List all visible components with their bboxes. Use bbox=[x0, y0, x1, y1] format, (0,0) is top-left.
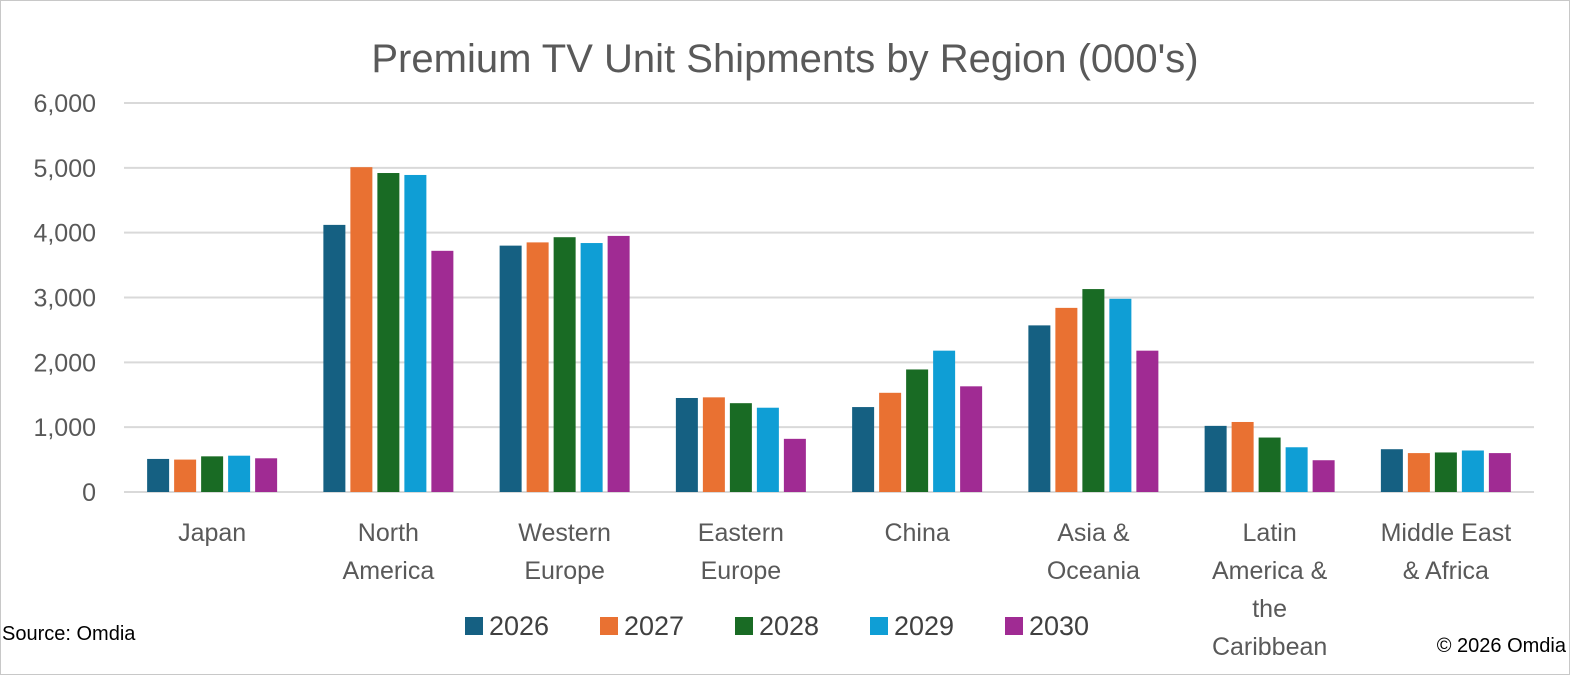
bar-2028-0 bbox=[201, 456, 224, 492]
bar-2030-0 bbox=[255, 458, 278, 492]
y-tick-label: 5,000 bbox=[33, 155, 96, 183]
bar-2029-6 bbox=[1285, 447, 1308, 492]
bar-2030-2 bbox=[607, 235, 630, 493]
y-tick-label: 0 bbox=[82, 479, 96, 507]
bar-2029-1 bbox=[404, 174, 427, 492]
bar-2030-7 bbox=[1488, 453, 1511, 492]
bars bbox=[147, 167, 1511, 493]
bar-2027-2 bbox=[526, 242, 549, 492]
category-label: Eastern Europe bbox=[698, 519, 784, 585]
category-label: Asia & Oceania bbox=[1047, 519, 1140, 585]
category-labels: Japan North America Western Europe Eastern Eur… bbox=[178, 519, 1511, 661]
bar-2028-5 bbox=[1082, 289, 1105, 492]
legend-label: 2027 bbox=[624, 611, 684, 641]
bar-2026-7 bbox=[1380, 449, 1403, 492]
bar-2026-0 bbox=[147, 458, 170, 492]
bar-2029-5 bbox=[1109, 298, 1132, 492]
y-tick-label: 6,000 bbox=[33, 90, 96, 118]
bar-2026-4 bbox=[852, 407, 875, 492]
bar-2029-3 bbox=[756, 407, 779, 492]
y-axis-ticks: 0 1,000 2,000 3,000 4,000 5,000 6,000 bbox=[33, 90, 96, 507]
bar-2027-0 bbox=[174, 459, 197, 492]
bar-2027-7 bbox=[1407, 453, 1430, 492]
y-tick-label: 4,000 bbox=[33, 220, 96, 248]
copyright-note: © 2026 Omdia bbox=[1437, 635, 1567, 657]
y-tick-label: 3,000 bbox=[33, 285, 96, 313]
bar-2027-3 bbox=[702, 397, 725, 492]
legend: 2026 2027 2028 2029 2030 bbox=[465, 611, 1089, 641]
legend-swatch-2027 bbox=[600, 617, 618, 635]
y-tick-label: 1,000 bbox=[33, 414, 96, 442]
bar-2029-7 bbox=[1461, 450, 1484, 492]
bar-2030-4 bbox=[960, 386, 983, 492]
category-label: Middle East & Africa bbox=[1381, 519, 1512, 585]
legend-swatch-2026 bbox=[465, 617, 483, 635]
bar-2029-0 bbox=[228, 455, 251, 492]
chart-title: Premium TV Unit Shipments by Region (000… bbox=[371, 37, 1198, 81]
legend-label: 2030 bbox=[1029, 611, 1089, 641]
bar-2028-6 bbox=[1258, 437, 1281, 492]
bar-2028-3 bbox=[729, 403, 752, 492]
bar-2026-5 bbox=[1028, 325, 1051, 492]
legend-label: 2026 bbox=[489, 611, 549, 641]
category-label: Japan bbox=[178, 519, 246, 547]
bar-2028-7 bbox=[1434, 452, 1457, 492]
category-label: Western Europe bbox=[518, 519, 611, 585]
bar-2026-3 bbox=[675, 397, 698, 492]
bar-2027-4 bbox=[879, 392, 902, 492]
legend-swatch-2028 bbox=[735, 617, 753, 635]
bar-2028-4 bbox=[906, 369, 929, 492]
legend-label: 2029 bbox=[894, 611, 954, 641]
category-label: Latin America & the Caribbean bbox=[1212, 519, 1328, 661]
bar-2026-2 bbox=[499, 245, 522, 492]
bar-2029-4 bbox=[933, 350, 956, 492]
bar-2028-1 bbox=[377, 173, 400, 492]
bar-2030-5 bbox=[1136, 350, 1159, 492]
legend-swatch-2029 bbox=[870, 617, 888, 635]
bar-2027-6 bbox=[1231, 421, 1254, 492]
bar-2030-3 bbox=[783, 438, 806, 492]
category-label: China bbox=[884, 519, 949, 547]
bar-2027-1 bbox=[350, 167, 373, 492]
bar-2030-6 bbox=[1312, 460, 1335, 492]
bar-2027-5 bbox=[1055, 307, 1078, 492]
bar-2030-1 bbox=[431, 250, 454, 492]
bar-2028-2 bbox=[553, 237, 576, 492]
bar-2026-6 bbox=[1204, 425, 1227, 492]
legend-label: 2028 bbox=[759, 611, 819, 641]
legend-swatch-2030 bbox=[1005, 617, 1023, 635]
category-label: North America bbox=[343, 519, 435, 585]
bar-2029-2 bbox=[580, 243, 603, 492]
y-tick-label: 2,000 bbox=[33, 349, 96, 377]
bar-2026-1 bbox=[323, 224, 346, 493]
source-note: Source: Omdia bbox=[2, 623, 136, 645]
